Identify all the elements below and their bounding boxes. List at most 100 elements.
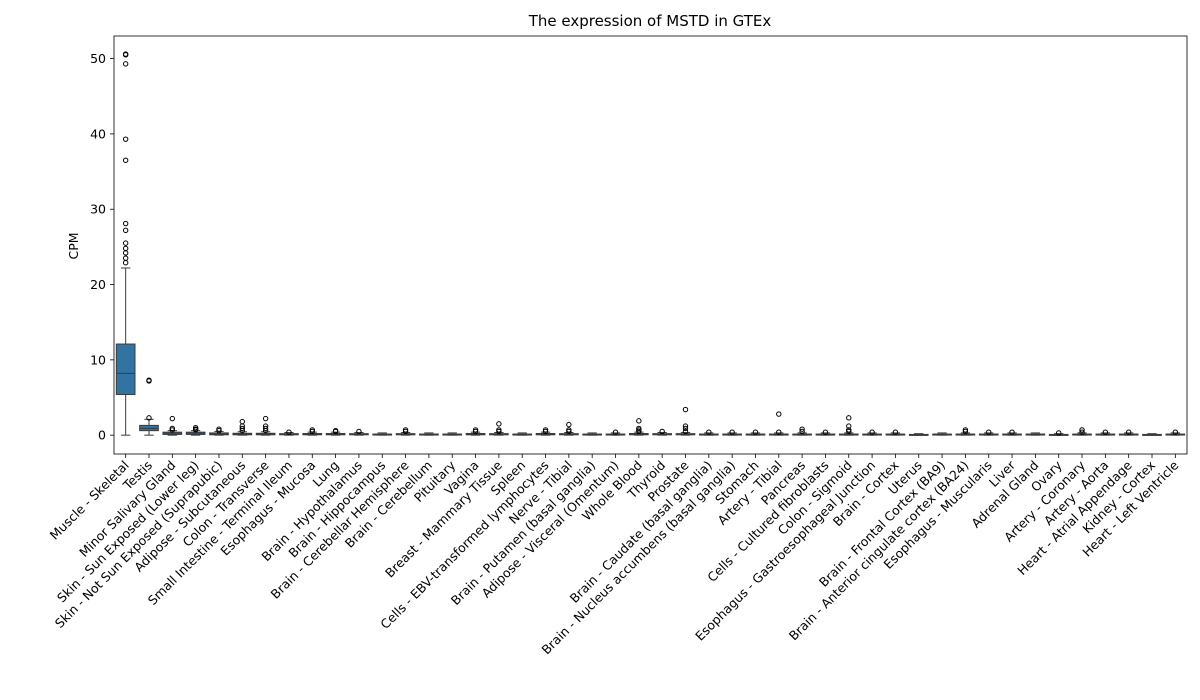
box-group [745,429,766,436]
outlier-point [566,427,572,433]
outlier-point [962,427,969,433]
outlier-point [496,421,502,427]
outlier-point [332,427,339,434]
box-group [115,51,136,436]
box-group [838,415,859,436]
box-group [885,429,906,436]
box-group [629,418,649,436]
outlier-point [122,136,129,142]
box-group [792,426,812,436]
outlier-point [659,428,665,435]
outlier-point [1172,429,1179,435]
box-group [862,429,882,436]
box-group [698,429,719,436]
box-group [232,418,253,436]
box-group [325,427,346,436]
box-group [768,411,789,436]
box-group [1095,429,1116,436]
outlier-point [122,227,129,234]
outlier-point [636,425,642,432]
outlier-point [542,427,549,433]
box-group [372,432,393,436]
outlier-point [612,429,619,435]
box-group [255,415,276,436]
box-group [1072,427,1092,436]
box-group [302,427,323,436]
outlier-point [146,415,152,421]
box-group [1002,429,1022,436]
box-group [932,432,952,436]
box-group [815,429,836,436]
outlier-point [356,428,362,435]
box-group [1118,429,1139,436]
outlier-point [1125,429,1132,435]
box-group [419,432,439,436]
y-axis: 0 10 20 30 40 50 [90,51,114,443]
outlier-point [146,377,152,383]
box-group [535,427,556,436]
box-group [1142,433,1162,436]
outlier-point [262,415,269,422]
box-group [675,406,696,436]
outlier-point [1102,429,1109,435]
box-group [139,377,159,436]
outlier-point [496,427,502,433]
outlier-point [566,421,572,428]
outlier-point [192,424,199,431]
boxes-layer [115,51,1186,436]
y-axis-label: CPM [66,232,81,259]
outlier-point [636,418,642,424]
outlier-point [1009,429,1015,435]
box-group [582,432,603,436]
outlier-point [122,259,129,266]
y-tick-label: 10 [90,352,106,367]
outlier-point [846,415,852,421]
outlier-point [122,255,129,261]
box-group [279,429,299,436]
y-tick-label: 0 [98,428,106,443]
outlier-point [169,425,176,432]
outlier-point [846,423,852,429]
outlier-point [986,429,992,435]
box-group [349,428,369,436]
box-group [559,421,579,436]
y-tick-label: 20 [90,277,106,292]
outlier-point [262,423,269,429]
outlier-point [799,428,805,435]
box-group [1165,429,1186,436]
outlier-point [1079,427,1085,433]
box-group [605,429,626,436]
box-group [512,432,533,436]
outlier-point [776,411,782,417]
outlier-point [682,423,689,429]
plot-frame [113,35,1188,455]
outlier-point [122,245,129,252]
box-group [489,421,509,436]
y-tick-label: 40 [90,126,106,141]
outlier-point [122,157,129,163]
y-tick-label: 50 [90,51,106,66]
box-group [162,415,183,436]
box-group [978,429,999,436]
box-group [442,432,463,436]
outlier-point [752,429,759,435]
outlier-point [122,61,129,67]
outlier-point [799,426,805,432]
box-group [955,427,976,436]
outlier-point [1079,429,1085,435]
outlier-point [682,428,689,435]
outlier-point [706,429,712,435]
outlier-point [239,425,245,432]
outlier-point [682,425,689,432]
box-group [185,424,206,436]
outlier-point [122,220,129,227]
box-group [722,429,742,436]
outlier-point [169,415,176,422]
outlier-point [286,429,292,435]
outlier-point [216,426,222,432]
box-group [1025,432,1046,436]
box-group [209,426,229,436]
outlier-point [892,429,899,435]
